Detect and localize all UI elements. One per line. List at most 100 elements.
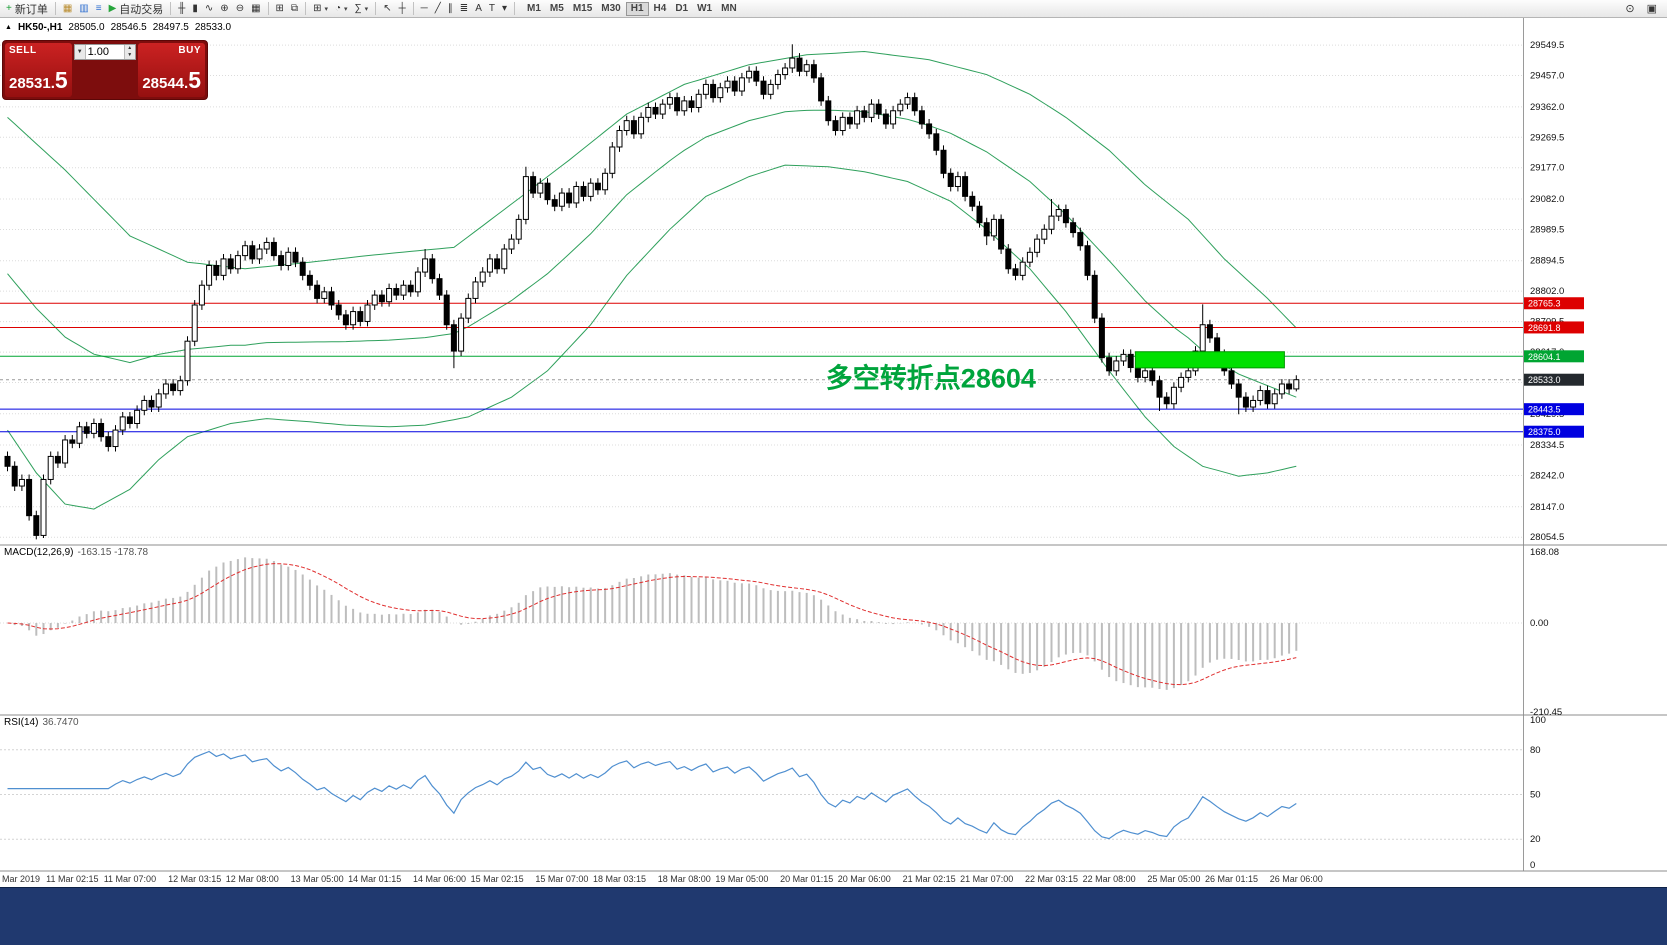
trendline-button[interactable]: ╱ bbox=[432, 1, 444, 16]
channel-button[interactable]: ∥ bbox=[445, 1, 456, 16]
toolbar-separator bbox=[514, 2, 515, 15]
collapse-triangle-icon[interactable]: ▲ bbox=[5, 24, 12, 31]
new-chart-button[interactable]: ⊞ ▾ bbox=[310, 1, 331, 16]
timeframe-m15-button[interactable]: M15 bbox=[572, 2, 593, 14]
periods-button[interactable]: ◔ ▾ bbox=[332, 1, 351, 16]
svg-text:29082.0: 29082.0 bbox=[1530, 194, 1564, 205]
channel-icon: ∥ bbox=[447, 3, 453, 14]
indicators-icon: ∑ bbox=[354, 3, 362, 14]
toolbar-separator bbox=[305, 2, 307, 15]
charts-button[interactable]: ▦ bbox=[60, 1, 75, 16]
new-chart-icon: ⊞ bbox=[313, 3, 322, 14]
market-watch-button[interactable]: ≡ bbox=[93, 1, 105, 16]
svg-text:21 Mar 02:15: 21 Mar 02:15 bbox=[903, 874, 956, 884]
toolbar-separator bbox=[412, 2, 414, 15]
panel-separators bbox=[0, 18, 1667, 872]
zoom-out-icon: ⊖ bbox=[235, 3, 245, 14]
candles-layer bbox=[4, 44, 1300, 540]
svg-text:25 Mar 05:00: 25 Mar 05:00 bbox=[1147, 874, 1200, 884]
timeframe-m30-button[interactable]: M30 bbox=[601, 2, 621, 14]
autotrading-button[interactable]: ▶ 自动交易 bbox=[106, 1, 167, 16]
spin-up-icon[interactable]: ▲ bbox=[124, 45, 135, 52]
new-order-button-label: 新订单 bbox=[14, 3, 48, 16]
price-scale[interactable]: 29549.5 29457.0 29362.0 29269.5 29177.0 29082… bbox=[1524, 40, 1584, 871]
time-axis[interactable]: Mar 2019 11 Mar 02:15 11 Mar 07:00 12 Mar 0… bbox=[2, 874, 1323, 884]
svg-text:29269.5: 29269.5 bbox=[1530, 132, 1564, 143]
chart-canvas[interactable]: Mar 2019 11 Mar 02:15 11 Mar 07:00 12 Mar 0… bbox=[0, 18, 1667, 887]
volume-section: ▼ ▲▼ bbox=[74, 43, 137, 97]
cascade-windows-button[interactable]: ⧉ bbox=[288, 1, 301, 16]
chart-area[interactable]: Mar 2019 11 Mar 02:15 11 Mar 07:00 12 Mar 0… bbox=[0, 18, 1667, 887]
sell-button[interactable]: SELL 28531.5 bbox=[5, 43, 72, 97]
svg-text:12 Mar 03:15: 12 Mar 03:15 bbox=[168, 874, 221, 884]
zoom-in-button[interactable]: ⊕ bbox=[217, 1, 231, 16]
bar-chart-button[interactable]: ╫ bbox=[175, 1, 188, 16]
timeframe-m1-button[interactable]: M1 bbox=[527, 2, 541, 14]
layout-button[interactable]: ▣ bbox=[1646, 3, 1657, 15]
buy-price: 28544.5 bbox=[142, 67, 201, 93]
svg-text:22 Mar 08:00: 22 Mar 08:00 bbox=[1083, 874, 1136, 884]
label-button[interactable]: T bbox=[486, 1, 498, 16]
shapes-button[interactable]: ▾ bbox=[499, 1, 510, 16]
svg-text:29177.0: 29177.0 bbox=[1530, 163, 1564, 174]
svg-text:11 Mar 07:00: 11 Mar 07:00 bbox=[104, 874, 156, 884]
svg-text:50: 50 bbox=[1530, 790, 1541, 801]
tile-windows-button[interactable]: ⊞ bbox=[273, 1, 287, 16]
new-order-button[interactable]: + 新订单 bbox=[3, 1, 51, 16]
toolbar-separator bbox=[54, 2, 56, 15]
horizontal-line-button[interactable]: ─ bbox=[418, 1, 431, 16]
toolbar-separator bbox=[267, 2, 269, 15]
shapes-icon: ▾ bbox=[501, 3, 507, 14]
volume-input[interactable] bbox=[85, 45, 124, 59]
chevron-down-icon: ▾ bbox=[364, 5, 369, 13]
zoom-out-button[interactable]: ⊖ bbox=[233, 1, 247, 16]
svg-text:28691.8: 28691.8 bbox=[1528, 323, 1561, 333]
zoom-in-icon: ⊕ bbox=[220, 3, 229, 14]
svg-text:18 Mar 08:00: 18 Mar 08:00 bbox=[658, 874, 711, 884]
charts-icon: ▦ bbox=[62, 3, 73, 14]
timeframe-w1-button[interactable]: W1 bbox=[697, 2, 713, 14]
horizontal-line-icon: ─ bbox=[420, 3, 428, 14]
svg-text:Mar 2019: Mar 2019 bbox=[2, 874, 40, 884]
toolbar-right-group: ⊙ ▣ bbox=[1622, 1, 1664, 16]
volume-spinner[interactable]: ▲ ▼ bbox=[123, 45, 135, 59]
timeframe-d1-button[interactable]: D1 bbox=[675, 2, 689, 14]
svg-text:15 Mar 07:00: 15 Mar 07:00 bbox=[535, 874, 588, 884]
timeframe-group: M1 M5 M15 M30 H1 H4 D1 W1 MN bbox=[523, 1, 741, 16]
svg-text:19 Mar 05:00: 19 Mar 05:00 bbox=[715, 874, 768, 884]
profiles-button[interactable]: ▥ bbox=[76, 1, 91, 16]
svg-text:20 Mar 01:15: 20 Mar 01:15 bbox=[780, 874, 833, 884]
volume-dropdown[interactable]: ▼ bbox=[75, 45, 86, 59]
spin-down-icon[interactable]: ▼ bbox=[124, 52, 135, 59]
toolbar-separator bbox=[375, 2, 377, 15]
chevron-down-icon: ▾ bbox=[344, 5, 348, 13]
fibonacci-button[interactable]: ≣ bbox=[457, 1, 471, 16]
symbol-period-label: HK50-,H1 bbox=[17, 22, 63, 33]
grid-icon: ▦ bbox=[251, 3, 261, 14]
grid-button[interactable]: ▦ bbox=[248, 1, 263, 16]
candlestick-chart-button[interactable]: ▮ bbox=[189, 1, 201, 16]
line-chart-button[interactable]: ∿ bbox=[202, 1, 216, 16]
sell-label: SELL bbox=[9, 45, 37, 56]
indicators-button[interactable]: ∑ ▾ bbox=[352, 1, 372, 16]
timeframe-mn-button[interactable]: MN bbox=[721, 2, 737, 14]
bollinger-bands bbox=[7, 50, 1297, 510]
svg-text:22 Mar 03:15: 22 Mar 03:15 bbox=[1025, 874, 1078, 884]
crosshair-button[interactable]: ┼ bbox=[396, 1, 409, 16]
trendline-icon: ╱ bbox=[434, 3, 441, 14]
annotation-text[interactable]: 多空转折点28604 bbox=[826, 362, 1036, 393]
toolbar-separator bbox=[170, 2, 172, 15]
cursor-button[interactable]: ↖ bbox=[380, 1, 394, 16]
horizontal-lines[interactable] bbox=[0, 302, 1523, 433]
buy-button[interactable]: BUY 28544.5 bbox=[138, 43, 205, 97]
zone-rectangle[interactable] bbox=[1134, 351, 1285, 369]
text-button[interactable]: A bbox=[472, 1, 485, 16]
svg-text:28443.5: 28443.5 bbox=[1528, 405, 1561, 415]
rsi-panel bbox=[0, 749, 1523, 840]
svg-text:29457.0: 29457.0 bbox=[1530, 71, 1564, 82]
search-button[interactable]: ⊙ bbox=[1625, 3, 1635, 15]
timeframe-h1-button[interactable]: H1 bbox=[625, 1, 649, 16]
chart-header: ▲ HK50-,H1 28505.0 28546.5 28497.5 28533… bbox=[5, 22, 231, 33]
timeframe-m5-button[interactable]: M5 bbox=[549, 2, 564, 14]
timeframe-h4-button[interactable]: H4 bbox=[653, 2, 667, 14]
